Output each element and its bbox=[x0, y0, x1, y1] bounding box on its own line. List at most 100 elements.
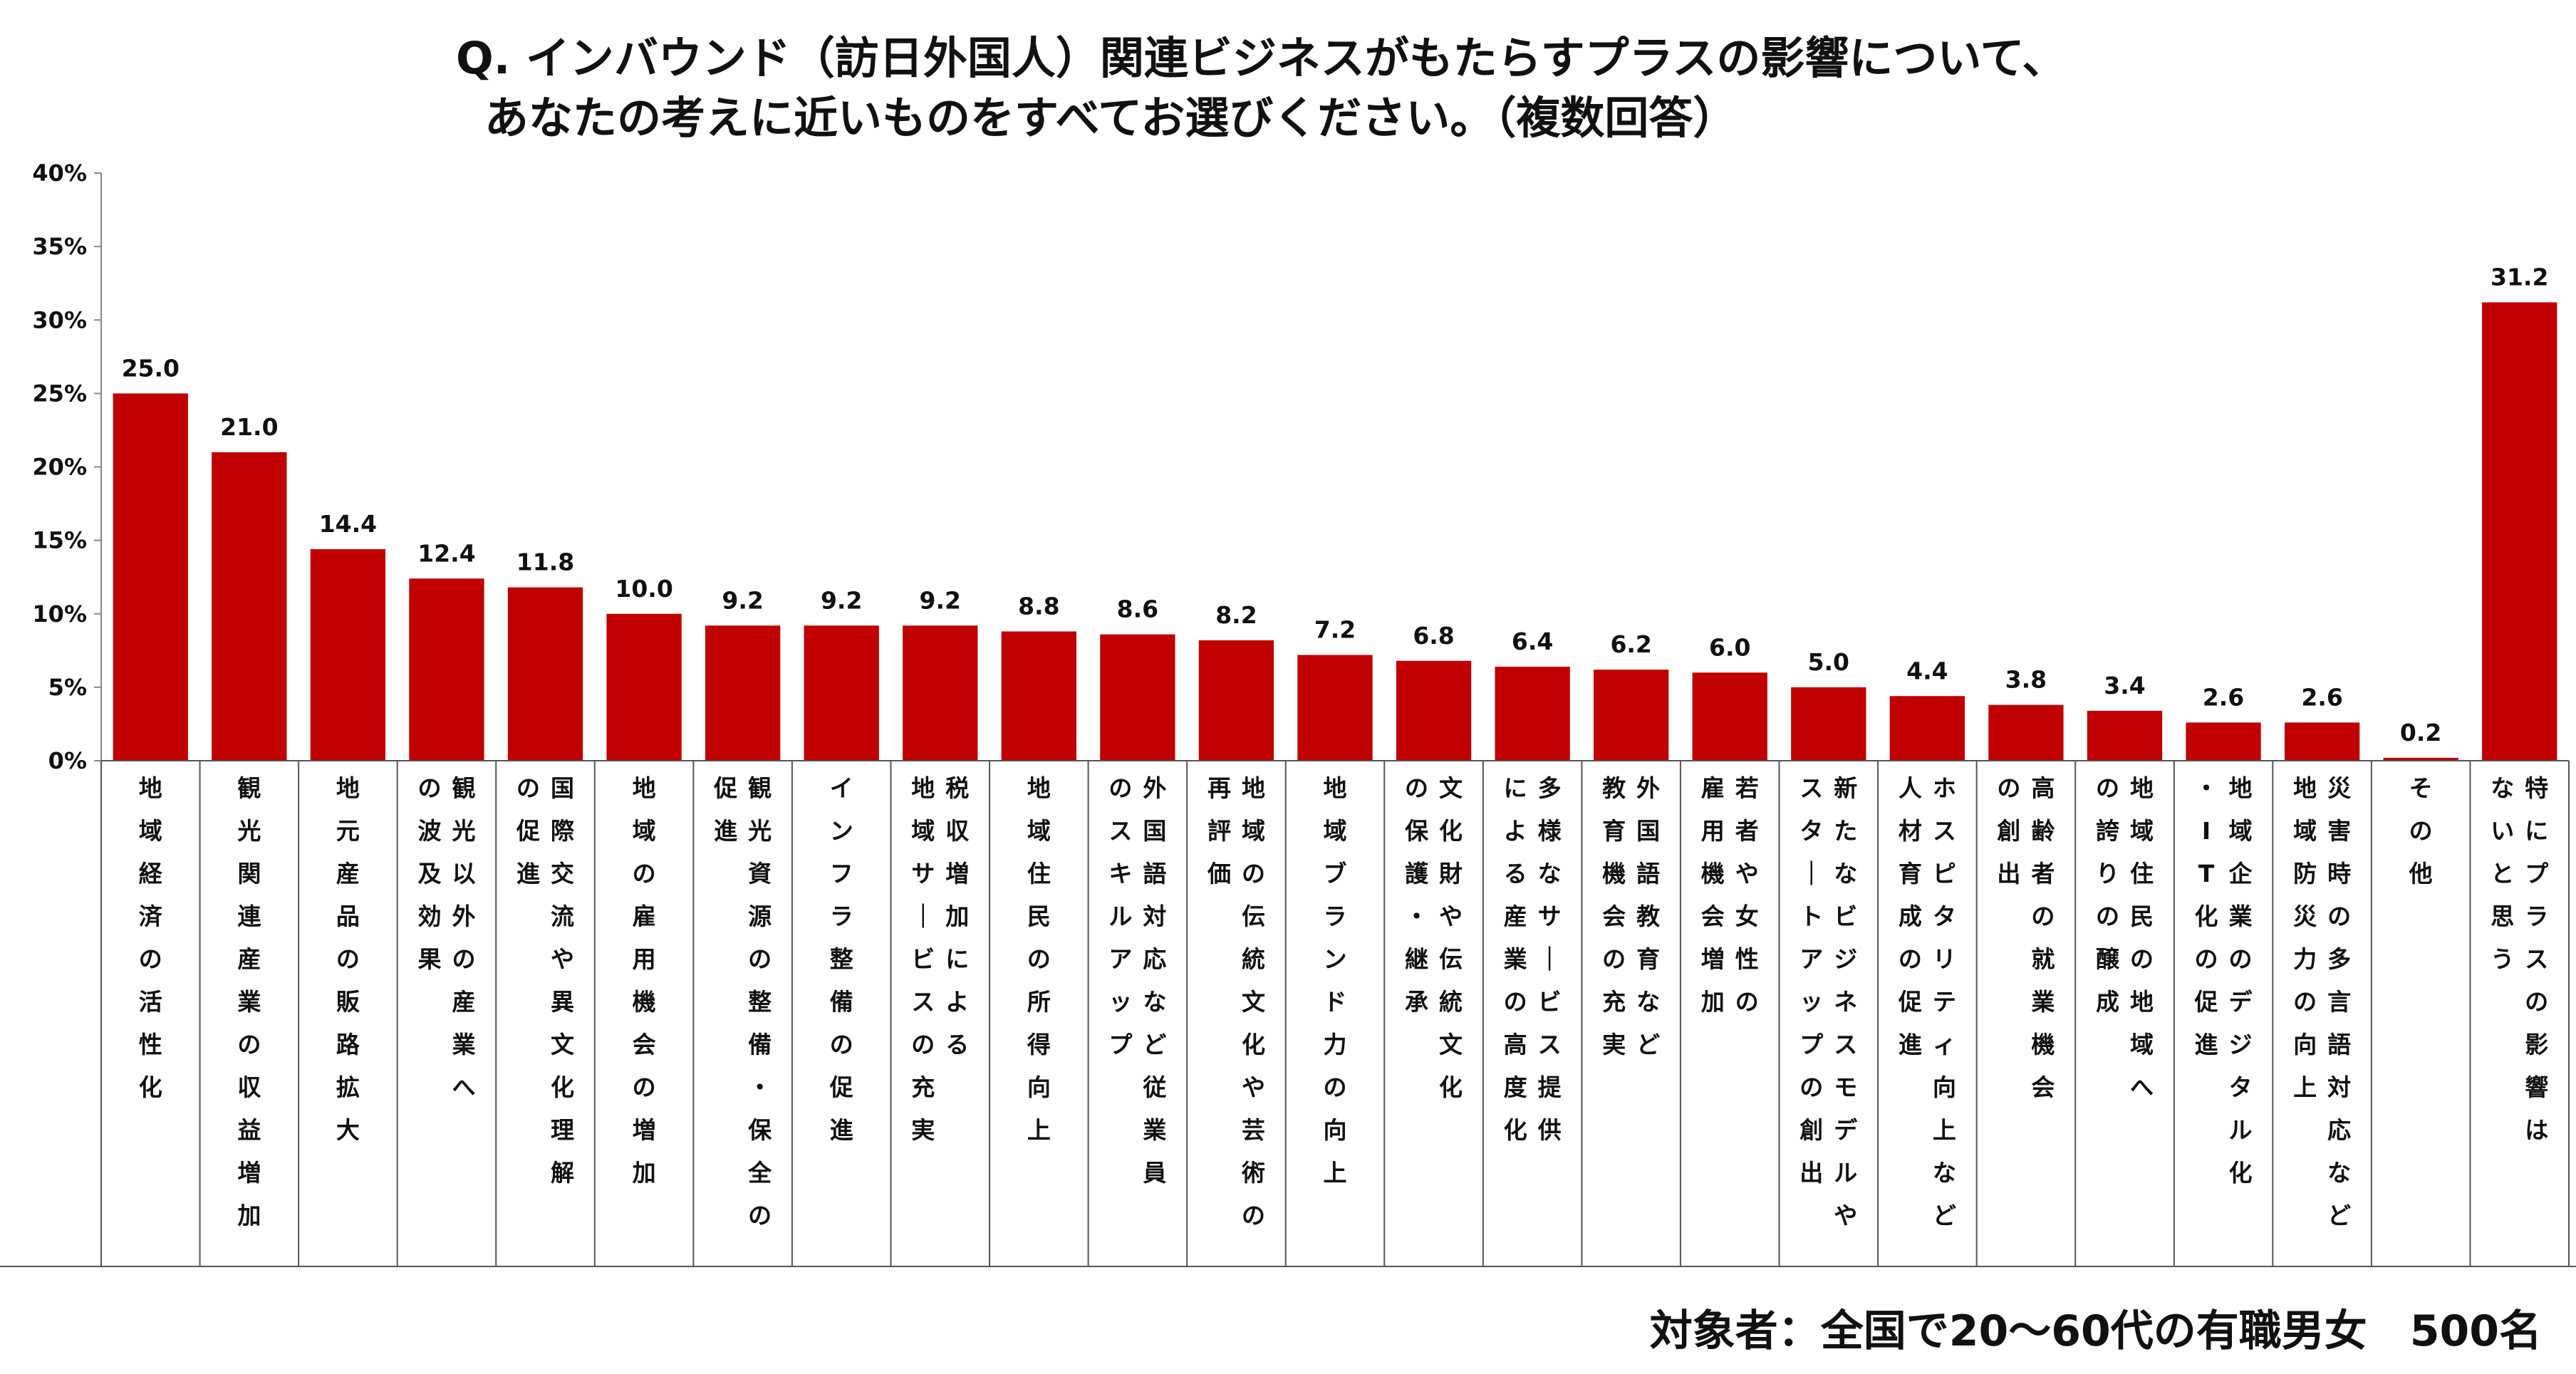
bar bbox=[212, 452, 287, 761]
category-label: の促進 bbox=[516, 774, 540, 888]
bar bbox=[1594, 670, 1669, 761]
value-label: 10.0 bbox=[615, 575, 672, 603]
category-label: ないと思う bbox=[2491, 774, 2514, 973]
category-label: 高齢者の就業機会 bbox=[2031, 774, 2055, 1101]
value-label: 6.4 bbox=[1512, 628, 1553, 655]
value-label: 5.0 bbox=[1808, 648, 1849, 676]
bar bbox=[2482, 302, 2557, 761]
category-label: 新たなビジネスモデルや bbox=[1834, 774, 1858, 1229]
category-label: 人材育成の促進 bbox=[1898, 774, 1922, 1058]
category-label: 地元産品の販路拡大 bbox=[336, 774, 360, 1144]
category-label: 雇用機会増加 bbox=[1701, 774, 1725, 1016]
chart-title-line-1: Q. インバウンド（訪日外国人）関連ビジネスがもたらすプラスの影響について、 bbox=[456, 32, 2067, 84]
category-label: 文化財や伝統文化 bbox=[1439, 774, 1463, 1101]
category-label: ・ I T 化の促進 bbox=[2194, 774, 2218, 1058]
value-label: 9.2 bbox=[722, 586, 763, 614]
bar bbox=[2087, 710, 2163, 761]
bar bbox=[705, 625, 781, 761]
bars bbox=[113, 302, 2557, 761]
category-label: 地域住民の地域へ bbox=[2130, 774, 2154, 1101]
category-label: の保護・継承 bbox=[1405, 774, 1429, 1016]
y-tick-label: 10% bbox=[32, 600, 87, 628]
category-label: の創出 bbox=[1997, 774, 2020, 888]
category-label: 外国語教育など bbox=[1636, 774, 1660, 1058]
bar bbox=[1198, 640, 1274, 761]
category-label: 多様なサ｜ビス提供 bbox=[1538, 774, 1562, 1144]
value-label: 12.4 bbox=[417, 539, 475, 567]
value-label: 11.8 bbox=[516, 548, 574, 576]
y-tick-label: 25% bbox=[32, 380, 87, 407]
category-label: 地域の雇用機会の増加 bbox=[633, 774, 656, 1187]
value-label: 14.4 bbox=[319, 510, 377, 538]
value-label: 3.8 bbox=[2005, 666, 2047, 694]
category-label: 地域住民の所得向上 bbox=[1027, 774, 1051, 1144]
bar bbox=[1297, 655, 1373, 761]
value-label: 9.2 bbox=[920, 586, 961, 614]
respondents-note: 対象者：全国で20～60代の有職男女 500名 bbox=[1649, 1306, 2542, 1356]
bar bbox=[1889, 696, 1965, 761]
category-label: による産業の高度化 bbox=[1504, 774, 1527, 1144]
category-label: 地域サ｜ビスの充実 bbox=[911, 774, 935, 1144]
bar bbox=[903, 625, 978, 761]
y-tick-label: 30% bbox=[32, 306, 87, 333]
category-label: 観光資源の整備・保全の bbox=[747, 774, 772, 1229]
chart-title-line-2: あなたの考えに近いものをすべてお選びください。（複数回答） bbox=[484, 92, 1738, 144]
bar bbox=[310, 549, 386, 761]
category-label: その他 bbox=[2409, 774, 2433, 888]
bar bbox=[1396, 660, 1472, 761]
axes: 0% 5% 10% 15% 20% 25% 30% 35% 40% bbox=[32, 160, 102, 774]
category-label: ホスピタリティ向上など bbox=[1933, 774, 1956, 1229]
bar bbox=[2284, 722, 2360, 761]
value-label: 7.2 bbox=[1314, 616, 1356, 644]
category-label: 再評価 bbox=[1207, 774, 1231, 888]
bar bbox=[1791, 687, 1866, 761]
value-label: 6.2 bbox=[1610, 630, 1651, 658]
category-label: 特にプラスの影響は bbox=[2525, 774, 2549, 1144]
bar bbox=[507, 587, 583, 761]
category-label: 税収増加による bbox=[945, 774, 970, 1058]
category-label: 観光以外の産業へ bbox=[452, 774, 475, 1101]
category-label: 地域経済の活性化 bbox=[139, 774, 163, 1101]
value-label: 8.2 bbox=[1215, 601, 1257, 629]
y-tick-label: 0% bbox=[48, 747, 87, 774]
value-label: 8.8 bbox=[1018, 593, 1059, 620]
y-tick-label: 35% bbox=[32, 233, 87, 260]
bar bbox=[1988, 704, 2064, 761]
category-label: 外国語対応など従業員 bbox=[1142, 774, 1166, 1187]
category-label: 国際交流や異文化理解 bbox=[551, 774, 574, 1187]
bar bbox=[409, 578, 484, 761]
y-tick-label: 15% bbox=[32, 527, 87, 554]
category-label: 地域企業のデジタル化 bbox=[2229, 774, 2253, 1187]
category-label: のスキルアップ bbox=[1108, 774, 1133, 1058]
value-label: 6.0 bbox=[1709, 633, 1750, 661]
value-label: 2.6 bbox=[2301, 683, 2342, 711]
category-label: 教育機会の充実 bbox=[1602, 774, 1626, 1058]
value-label: 3.4 bbox=[2104, 672, 2145, 699]
bar bbox=[1100, 634, 1175, 761]
value-label: 8.6 bbox=[1117, 595, 1158, 623]
y-tick-label: 5% bbox=[48, 674, 87, 701]
value-label: 25.0 bbox=[122, 354, 180, 382]
bar bbox=[1001, 631, 1076, 761]
category-label: 促進 bbox=[713, 774, 737, 845]
value-label: 0.2 bbox=[2400, 719, 2441, 746]
bar bbox=[1692, 672, 1767, 761]
category-label: スタ｜トアップの創出 bbox=[1799, 774, 1824, 1187]
category-label: インフラ整備の促進 bbox=[829, 774, 853, 1144]
bar bbox=[804, 625, 879, 761]
category-label: 地域ブランド力の向上 bbox=[1324, 774, 1347, 1187]
bar bbox=[1495, 667, 1570, 761]
bar bbox=[2186, 722, 2261, 761]
value-label: 2.6 bbox=[2203, 683, 2244, 711]
value-label: 6.8 bbox=[1413, 622, 1454, 650]
category-label: 観光関連産業の収益増加 bbox=[237, 774, 261, 1229]
value-label: 21.0 bbox=[220, 413, 278, 441]
value-label: 31.2 bbox=[2491, 264, 2548, 291]
bar bbox=[113, 393, 188, 761]
category-label: 地域防災力の向上 bbox=[2293, 774, 2317, 1101]
category-label: の波及効果 bbox=[417, 774, 441, 973]
category-label: 地域の伝統文化や芸術の bbox=[1241, 774, 1265, 1229]
value-labels: 25.0 21.0 14.4 12.4 11.8 10.0 9.2 9.2 9.2 8.8 8.6 8… bbox=[122, 264, 2549, 746]
bar bbox=[606, 613, 682, 761]
